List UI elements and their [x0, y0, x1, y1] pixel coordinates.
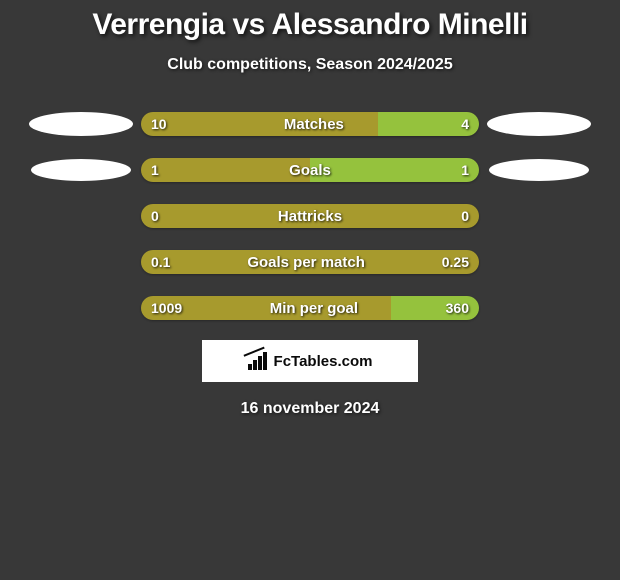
- subtitle: Club competitions, Season 2024/2025: [0, 56, 620, 74]
- right-disc-slot: [479, 159, 599, 181]
- fctables-logo: FcTables.com: [202, 340, 418, 382]
- bar-chart-icon: [248, 352, 270, 370]
- right-disc-icon: [489, 159, 589, 181]
- left-disc-slot: [21, 112, 141, 136]
- stat-bar-matches: 10 Matches 4: [141, 112, 479, 136]
- left-disc-icon: [31, 159, 131, 181]
- logo-text: FcTables.com: [274, 353, 373, 370]
- stat-bar-hattricks: 0 Hattricks 0: [141, 204, 479, 228]
- date-label: 16 november 2024: [0, 400, 620, 418]
- bar-left-segment: [141, 112, 378, 136]
- bar-right-segment: [378, 112, 479, 136]
- stats-container: 10 Matches 4 1 Goals 1: [0, 112, 620, 320]
- stat-bar-goals: 1 Goals 1: [141, 158, 479, 182]
- bar-left-segment: [141, 204, 479, 228]
- stat-row-min-per-goal: 1009 Min per goal 360: [0, 296, 620, 320]
- stat-row-goals-per-match: 0.1 Goals per match 0.25: [0, 250, 620, 274]
- bar-left-segment: [141, 158, 310, 182]
- stat-row-goals: 1 Goals 1: [0, 158, 620, 182]
- stat-bar-min-per-goal: 1009 Min per goal 360: [141, 296, 479, 320]
- page-title: Verrengia vs Alessandro Minelli: [0, 0, 620, 42]
- bar-right-segment: [310, 158, 479, 182]
- stat-bar-goals-per-match: 0.1 Goals per match 0.25: [141, 250, 479, 274]
- stat-row-matches: 10 Matches 4: [0, 112, 620, 136]
- bar-left-segment: [141, 296, 391, 320]
- bar-right-segment: [391, 296, 479, 320]
- bar-left-segment: [141, 250, 479, 274]
- right-disc-slot: [479, 112, 599, 136]
- left-disc-slot: [21, 159, 141, 181]
- stat-row-hattricks: 0 Hattricks 0: [0, 204, 620, 228]
- right-disc-icon: [487, 112, 591, 136]
- comparison-infographic: Verrengia vs Alessandro Minelli Club com…: [0, 0, 620, 580]
- left-disc-icon: [29, 112, 133, 136]
